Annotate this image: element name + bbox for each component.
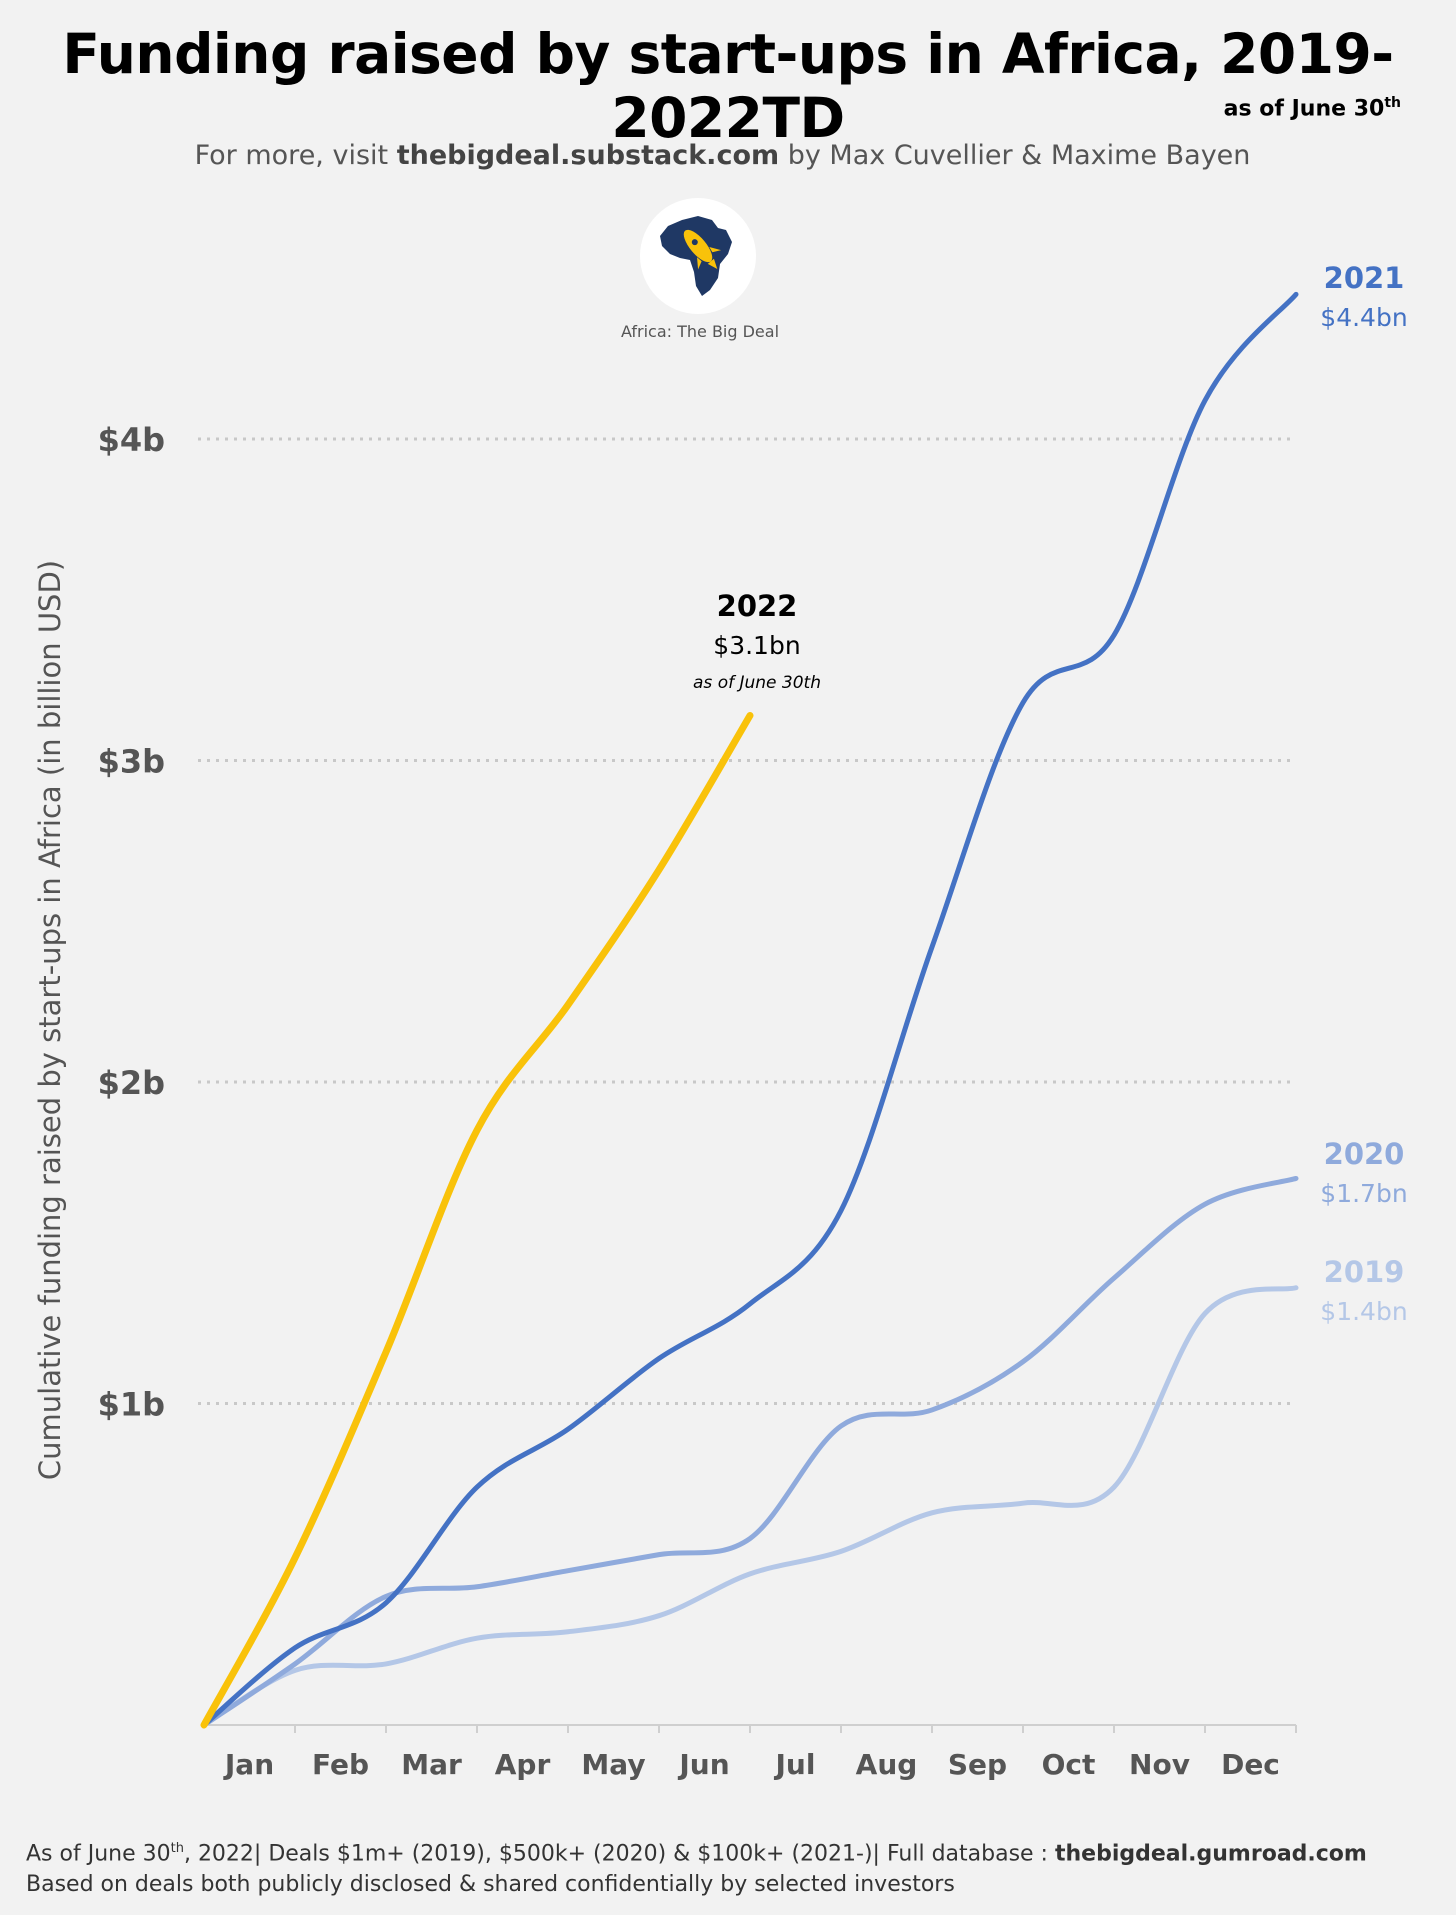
x-tick-label: Dec bbox=[1221, 1748, 1280, 1781]
line-chart: $1b $2b $3b $4b Jan Feb Mar Apr May Jun Jul Aug Sep… bbox=[98, 261, 1408, 1781]
series-label-2021: 2021 bbox=[1324, 261, 1405, 295]
y-tick-label: $1b bbox=[98, 1386, 165, 1424]
series-value-2022: $3.1bn bbox=[713, 631, 800, 660]
series-line-2020 bbox=[201, 1175, 1299, 1728]
series-line-2022 bbox=[200, 711, 754, 1729]
series-label-2022: 2022 bbox=[717, 589, 798, 623]
subtitle: For more, visit thebigdeal.substack.com … bbox=[194, 140, 1251, 171]
x-tick-label: Jan bbox=[223, 1748, 274, 1781]
x-tick-label: Feb bbox=[312, 1748, 369, 1781]
gridlines bbox=[198, 437, 1295, 1405]
x-tick-label: Aug bbox=[856, 1748, 918, 1781]
series-label-2020: 2020 bbox=[1324, 1137, 1405, 1171]
y-tick-label: $4b bbox=[98, 421, 165, 459]
x-axis: Jan Feb Mar Apr May Jun Jul Aug Sep Oct Nov Dec bbox=[204, 1724, 1297, 1781]
x-tick-label: Jun bbox=[677, 1748, 729, 1781]
series-lines bbox=[200, 291, 1299, 1729]
x-tick-label: Apr bbox=[495, 1748, 551, 1781]
footer-line-1: As of June 30th, 2022| Deals $1m+ (2019)… bbox=[26, 1841, 1367, 1867]
footer-line-2: Based on deals both publicly disclosed &… bbox=[26, 1872, 955, 1898]
x-tick-label: Jul bbox=[774, 1748, 816, 1781]
x-tick-label: Nov bbox=[1129, 1748, 1190, 1781]
series-line-2019 bbox=[201, 1285, 1299, 1728]
x-tick-label: May bbox=[581, 1748, 645, 1781]
series-value-2020: $1.7bn bbox=[1320, 1179, 1407, 1208]
series-line-2021 bbox=[201, 291, 1299, 1728]
y-tick-labels: $1b $2b $3b $4b bbox=[98, 421, 165, 1424]
series-label-2019: 2019 bbox=[1324, 1255, 1405, 1289]
series-labels: 2019 $1.4bn 2020 $1.7bn 2021 $4.4bn 2022 $3.1bn… bbox=[693, 261, 1408, 1326]
substack-link[interactable]: thebigdeal.substack.com bbox=[396, 140, 780, 171]
chart-title: Funding raised by start-ups in Africa, 2… bbox=[62, 22, 1394, 150]
x-tick-label: Oct bbox=[1042, 1748, 1096, 1781]
x-tick-label: Mar bbox=[401, 1748, 462, 1781]
logo-caption: Africa: The Big Deal bbox=[620, 322, 780, 341]
footer-note: As of June 30th, 2022| Deals $1m+ (2019)… bbox=[26, 1833, 1446, 1900]
y-tick-label: $3b bbox=[98, 743, 165, 781]
gumroad-link[interactable]: thebigdeal.gumroad.com bbox=[1054, 1841, 1367, 1867]
as-of-note: as of June 30th bbox=[1223, 95, 1401, 122]
series-value-2021: $4.4bn bbox=[1320, 303, 1407, 332]
africa-rocket-icon bbox=[640, 198, 756, 314]
series-note-2022: as of June 30th bbox=[693, 673, 821, 693]
series-value-2019: $1.4bn bbox=[1320, 1297, 1407, 1326]
x-tick-label: Sep bbox=[948, 1748, 1007, 1781]
y-tick-label: $2b bbox=[98, 1064, 165, 1102]
